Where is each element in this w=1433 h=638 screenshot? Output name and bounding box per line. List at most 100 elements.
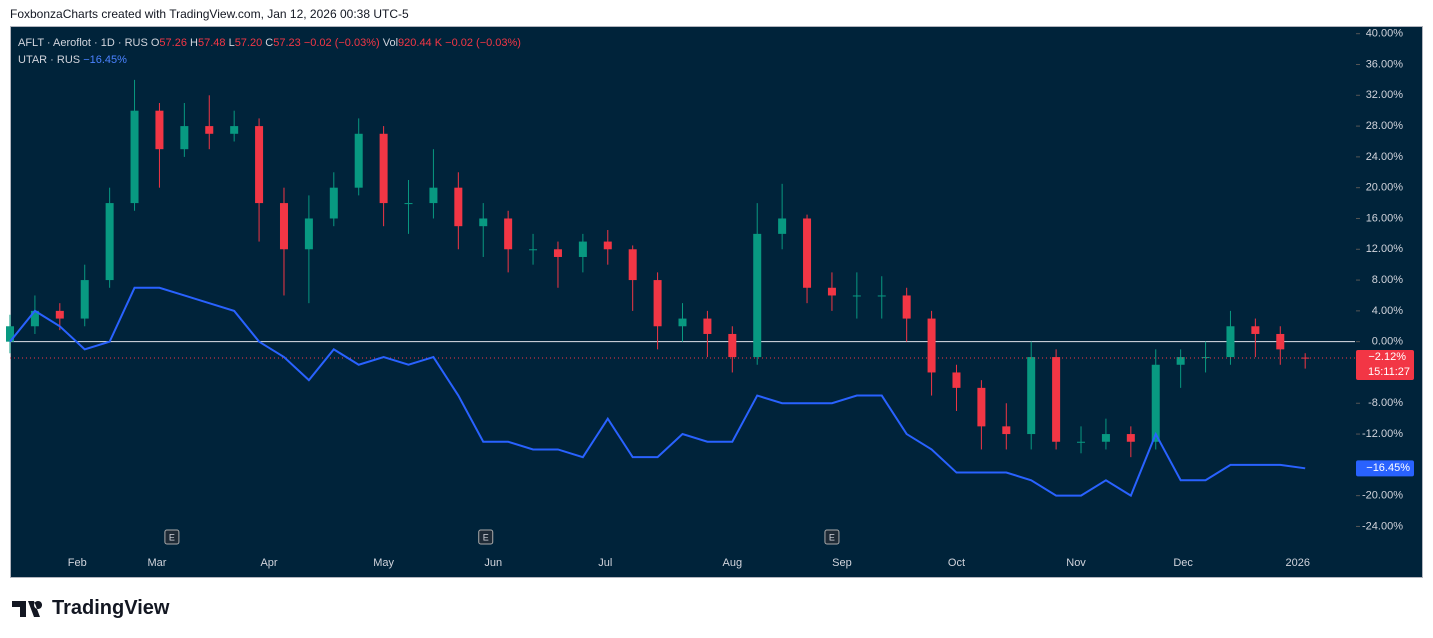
candle-body	[30, 310, 39, 327]
candle-body	[80, 280, 89, 319]
candle-body	[1301, 357, 1310, 359]
y-tick-label: 28.00%	[1366, 120, 1404, 132]
price-badge	[1356, 349, 1414, 380]
candle-body	[728, 333, 737, 358]
compare-value: −16.45%	[83, 54, 127, 66]
candle-body	[304, 218, 313, 250]
candle-body	[479, 218, 488, 227]
y-tick-label: -24.00%	[1362, 520, 1403, 532]
y-tick-label: 4.00%	[1372, 305, 1403, 317]
caption: FoxbonzaCharts created with TradingView.…	[10, 7, 409, 21]
candle-body	[404, 203, 413, 205]
candle-body	[180, 126, 189, 150]
candle-body	[1002, 426, 1011, 435]
x-tick-label: Nov	[1066, 557, 1086, 569]
candle-body	[827, 287, 836, 296]
candle-body	[952, 372, 961, 388]
y-tick-label: -8.00%	[1368, 397, 1403, 409]
c: 57.23	[273, 37, 301, 49]
candle-body	[329, 187, 338, 219]
y-tick-label: 12.00%	[1366, 243, 1404, 255]
candle-body	[379, 133, 388, 204]
x-tick-label: May	[373, 557, 394, 569]
candle-body	[578, 241, 587, 257]
y-tick-label: -12.00%	[1362, 428, 1403, 440]
candle-body	[1201, 357, 1210, 359]
candle-body	[703, 318, 712, 334]
x-tick-label: Aug	[723, 557, 743, 569]
panel	[10, 26, 1423, 578]
x-tick-label: Mar	[147, 557, 166, 569]
event-marker	[164, 529, 180, 545]
line	[9, 286, 1306, 498]
y-tick-label: -20.00%	[1362, 490, 1403, 502]
event-label: E	[169, 532, 175, 542]
candle-body	[205, 126, 214, 134]
l: 57.20	[234, 37, 263, 49]
event-marker	[478, 529, 494, 545]
candle-body	[902, 295, 911, 319]
candle-body	[105, 203, 114, 281]
vol: 920.44 K	[398, 37, 443, 49]
candle-body	[155, 110, 164, 150]
y-tick-label: 32.00%	[1366, 89, 1404, 101]
h: 57.48	[197, 37, 226, 49]
event-marker	[824, 529, 840, 545]
candle-body	[1251, 326, 1260, 334]
compare: UTAR · RUS	[18, 54, 81, 66]
price-badge-label: −2.12%	[1368, 351, 1406, 363]
candle-body	[753, 233, 762, 358]
candle-body	[1027, 357, 1036, 435]
candle-body	[6, 326, 14, 342]
x-tick-label: Jul	[598, 557, 612, 569]
c-label: C	[265, 37, 274, 49]
o-label: O	[150, 37, 160, 49]
x-tick-label: Jun	[484, 557, 502, 569]
o: 57.26	[159, 37, 187, 49]
candle-body	[504, 218, 513, 250]
price-badge-label: −16.45%	[1366, 462, 1410, 474]
y-tick-label: 20.00%	[1366, 182, 1404, 194]
x-tick-label: Oct	[948, 557, 965, 569]
candle-body	[529, 249, 538, 251]
candle-body	[429, 187, 438, 204]
y-tick-label: 16.00%	[1366, 212, 1404, 224]
y-tick-label: 0.00%	[1372, 336, 1403, 348]
x-tick-label: Apr	[260, 557, 277, 569]
x-tick-label: 2026	[1285, 557, 1309, 569]
legend: AFLT · Aeroflot · 1D · RUS O57.26 H57.48…	[18, 35, 521, 69]
candle-body	[55, 310, 64, 319]
candle-body	[255, 126, 264, 204]
candle-body	[603, 241, 612, 250]
candle-body	[977, 387, 986, 427]
x-tick-label: Feb	[68, 557, 87, 569]
candle-body	[454, 187, 463, 227]
x-tick-label: Sep	[832, 557, 852, 569]
x-tick-label: Dec	[1173, 557, 1193, 569]
candle-body	[1151, 364, 1160, 442]
symbol: AFLT · Aeroflot · 1D · RUS	[18, 37, 148, 49]
candle-body	[927, 318, 936, 373]
event-label: E	[483, 532, 489, 542]
candle-body	[852, 295, 861, 297]
candle-body	[803, 218, 812, 288]
candle-body	[1276, 333, 1285, 350]
h-label: H	[190, 37, 198, 49]
candle-body	[653, 280, 662, 327]
vol-change: −0.02 (−0.03%)	[445, 37, 521, 49]
legend-row: UTAR · RUS −16.45%	[18, 52, 521, 69]
y-tick-label: 40.00%	[1366, 28, 1404, 40]
candle-body	[778, 218, 787, 234]
candle-body	[230, 126, 239, 134]
brand: TradingView	[12, 597, 169, 620]
candle-body	[678, 318, 687, 327]
candle-body	[1176, 357, 1185, 365]
y-tick-label: 8.00%	[1372, 274, 1403, 286]
candle-body	[628, 249, 637, 281]
candle-body	[354, 133, 363, 188]
candle-body	[1077, 441, 1086, 443]
candle-body	[553, 249, 562, 257]
y-tick-label: 36.00%	[1366, 58, 1404, 70]
